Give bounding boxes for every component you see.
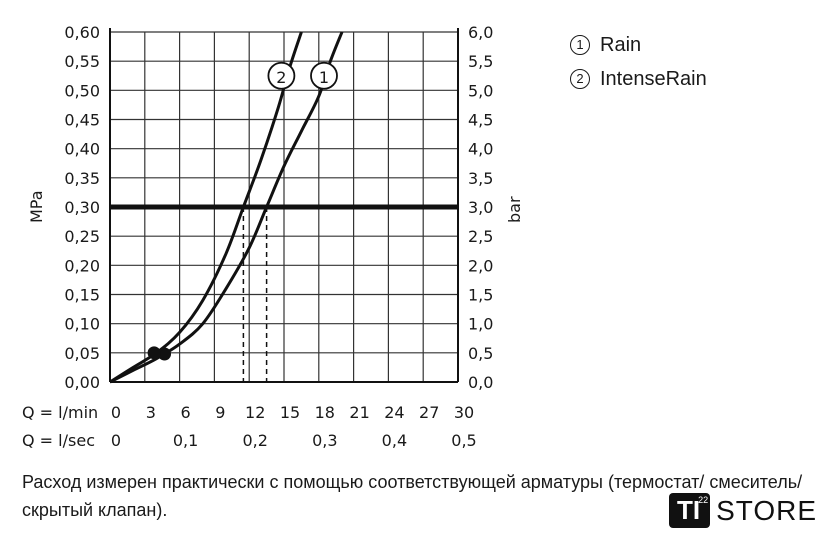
right-tick-label: 2,5 [468, 227, 493, 246]
series-2-marker [147, 346, 161, 360]
left-tick-label: 0,00 [64, 373, 100, 392]
legend-label-intenserain: IntenseRain [600, 67, 707, 90]
x-row1-label: Q = l/min [22, 403, 98, 422]
chart-caption: Расход измерен практически с помощью соо… [22, 472, 803, 520]
left-tick-label: 0,20 [64, 256, 100, 275]
series-2-label-circle [267, 61, 296, 90]
chart-legend: 1 Rain 2 IntenseRain [570, 28, 707, 96]
right-axis-title: bar [505, 196, 524, 223]
x-row2-tick-label: 0,2 [242, 431, 267, 450]
legend-mark-1: 1 [570, 35, 590, 55]
right-tick-label: 6,0 [468, 23, 493, 42]
left-tick-label: 0,25 [64, 227, 100, 246]
right-tick-label: 2,0 [468, 256, 493, 275]
x-row1-tick-label: 6 [181, 403, 191, 422]
left-tick-label: 0,10 [64, 315, 100, 334]
series-2-label: 2 [276, 68, 286, 87]
x-row2-tick-label: 0,1 [173, 431, 198, 450]
left-tick-label: 0,30 [64, 198, 100, 217]
right-tick-label: 3,0 [468, 198, 493, 217]
series-1-label-circle [310, 61, 338, 90]
right-tick-label: 5,5 [468, 52, 493, 71]
logo-box-text: TI [677, 495, 701, 525]
right-tick-label: 3,5 [468, 169, 493, 188]
legend-mark-2: 2 [570, 69, 590, 89]
store-logo: TI 22 STORE [663, 490, 824, 531]
right-tick-label: 0,5 [468, 344, 493, 363]
right-tick-label: 0,0 [468, 373, 493, 392]
x-row1-tick-label: 27 [419, 403, 439, 422]
series-1-label: 1 [319, 68, 329, 87]
x-row1-tick-label: 0 [111, 403, 121, 422]
right-tick-label: 4,5 [468, 111, 493, 130]
right-tick-label: 1,0 [468, 315, 493, 334]
chart-series: 12 [109, 31, 344, 384]
logo-superscript: 22 [698, 495, 709, 505]
logo-box: TI 22 [669, 493, 711, 528]
left-tick-label: 0,15 [64, 286, 100, 305]
right-tick-label: 1,5 [468, 286, 493, 305]
x-row2-tick-label: 0 [111, 431, 121, 450]
left-axis-ticks: 0,00 0,05 0,10 0,15 0,20 0,25 0,30 0,35 0,40 0,45… [64, 23, 100, 392]
left-tick-label: 0,45 [64, 111, 100, 130]
left-tick-label: 0,55 [64, 52, 100, 71]
x-row1-tick-label: 15 [280, 403, 300, 422]
x-row1-tick-label: 30 [454, 403, 474, 422]
legend-label-rain: Rain [600, 33, 642, 56]
left-tick-label: 0,50 [64, 81, 100, 100]
left-tick-label: 0,60 [64, 23, 100, 42]
left-tick-label: 0,05 [64, 344, 100, 363]
left-axis-title: MPa [27, 190, 46, 223]
flow-pressure-chart: 0,000,050,100,150,200,250,300,350,400,45… [22, 23, 524, 450]
logo-word: STORE [716, 494, 818, 526]
left-tick-label: 0,40 [64, 140, 100, 159]
x-row1-tick-label: 21 [349, 403, 369, 422]
x-row1-tick-label: 3 [146, 403, 156, 422]
x-row1-tick-label: 12 [245, 403, 265, 422]
left-tick-label: 0,35 [64, 169, 100, 188]
x-row2-tick-label: 0,5 [451, 431, 476, 450]
x-row1-tick-label: 18 [315, 403, 335, 422]
x-row2-tick-label: 0,3 [312, 431, 337, 450]
chart-axes [109, 28, 459, 383]
x-row1-tick-label: 9 [215, 403, 225, 422]
x-row1-tick-label: 24 [384, 403, 404, 422]
x-axis-ticks: 0 3 6 9 12 15 18 21 24 27 30 0 0,1 0,2 0,3 0,4 0,5 [111, 403, 477, 450]
legend-item-intenserain: 2 IntenseRain [570, 62, 707, 96]
x-row2-tick-label: 0,4 [382, 431, 407, 450]
legend-item-rain: 1 Rain [570, 28, 707, 62]
x-row2-label: Q = l/sec [22, 431, 95, 450]
right-tick-label: 4,0 [468, 140, 493, 159]
right-axis-ticks: 0,0 0,5 1,0 1,5 2,0 2,5 3,0 3,5 4,0 4,5 5,0 5,5 6,0 [468, 23, 493, 392]
right-tick-label: 5,0 [468, 81, 493, 100]
